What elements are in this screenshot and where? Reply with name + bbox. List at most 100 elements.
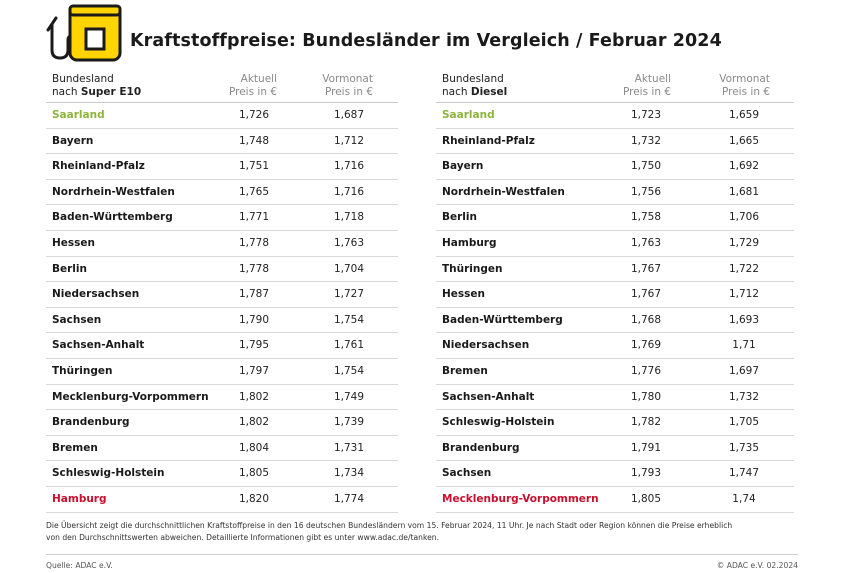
- previous-price: 1,732: [728, 390, 760, 403]
- state-name: Mecklenburg-Vorpommern: [442, 492, 599, 505]
- table-row: Brandenburg 1,791 1,735: [436, 436, 794, 462]
- table-header: Bundesland nach Super E10 Aktuell Preis i…: [46, 72, 398, 103]
- current-price: 1,778: [238, 262, 270, 275]
- current-price: 1,767: [630, 288, 662, 301]
- state-name: Sachsen: [442, 467, 492, 480]
- state-name: Sachsen: [52, 313, 102, 326]
- previous-price: 1,687: [333, 109, 365, 121]
- state-name: Bayern: [52, 134, 94, 147]
- state-name: Bayern: [442, 160, 484, 173]
- previous-price: 1,71: [732, 339, 756, 352]
- state-name: Rheinland-Pfalz: [52, 160, 145, 173]
- column-header-previous: Vormonat Preis in €: [322, 73, 373, 98]
- previous-price: 1,704: [333, 262, 365, 275]
- table-row: Baden-Württemberg 1,771 1,718: [46, 205, 398, 231]
- state-name: Saarland: [52, 109, 105, 121]
- table-row: Nordrhein-Westfalen 1,765 1,716: [46, 180, 398, 206]
- table-row: Hamburg 1,763 1,729: [436, 231, 794, 257]
- current-price: 1,756: [630, 185, 662, 198]
- table-row: Niedersachsen 1,769 1,71: [436, 333, 794, 359]
- table-row: Berlin 1,778 1,704: [46, 257, 398, 283]
- current-price: 1,795: [238, 339, 270, 352]
- table-row: Mecklenburg-Vorpommern 1,802 1,749: [46, 385, 398, 411]
- column-header-previous: Vormonat Preis in €: [719, 73, 770, 98]
- column-header-current: Aktuell Preis in €: [622, 73, 671, 98]
- table-row: Baden-Württemberg 1,768 1,693: [436, 308, 794, 334]
- table-row: Sachsen 1,793 1,747: [436, 461, 794, 487]
- table-row: Nordrhein-Westfalen 1,756 1,681: [436, 180, 794, 206]
- table-row: Niedersachsen 1,787 1,727: [46, 282, 398, 308]
- table-row: Sachsen 1,790 1,754: [46, 308, 398, 334]
- current-price: 1,804: [238, 441, 270, 454]
- state-name: Niedersachsen: [52, 288, 140, 301]
- current-price: 1,802: [238, 416, 270, 429]
- state-name: Nordrhein-Westfalen: [52, 185, 175, 198]
- table-row: Hamburg 1,820 1,774: [46, 487, 398, 513]
- previous-price: 1,705: [728, 416, 760, 429]
- state-name: Brandenburg: [442, 441, 520, 454]
- previous-price: 1,729: [728, 236, 760, 249]
- table-row: Hessen 1,778 1,763: [46, 231, 398, 257]
- table-row: Hessen 1,767 1,712: [436, 282, 794, 308]
- previous-price: 1,747: [728, 467, 760, 480]
- state-name: Hessen: [52, 236, 96, 249]
- current-price: 1,790: [238, 313, 270, 326]
- previous-price: 1,712: [728, 288, 760, 301]
- page-title: Kraftstoffpreise: Bundesländer im Vergle…: [130, 31, 722, 51]
- previous-price: 1,774: [333, 492, 365, 505]
- current-price: 1,769: [630, 339, 662, 352]
- state-name: Hamburg: [52, 492, 107, 505]
- table-row: Rheinland-Pfalz 1,732 1,665: [436, 129, 794, 155]
- current-price: 1,820: [238, 492, 270, 505]
- state-name: Bremen: [52, 441, 98, 454]
- current-price: 1,748: [238, 134, 270, 147]
- column-header-bundesland: Bundesland nach Diesel: [442, 73, 508, 98]
- current-price: 1,768: [630, 313, 662, 326]
- current-price: 1,763: [630, 236, 662, 249]
- table-row: Thüringen 1,797 1,754: [46, 359, 398, 385]
- previous-price: 1,763: [333, 236, 365, 249]
- state-name: Baden-Württemberg: [442, 313, 563, 326]
- table-super-e10: Bundesland nach Super E10 Aktuell Preis i…: [46, 72, 398, 513]
- table-row: Bremen 1,804 1,731: [46, 436, 398, 462]
- table-row: Saarland 1,726 1,687: [46, 103, 398, 129]
- state-name: Saarland: [442, 109, 495, 121]
- divider: [46, 554, 798, 555]
- current-price: 1,793: [630, 467, 662, 480]
- previous-price: 1,727: [333, 288, 365, 301]
- table-row: Thüringen 1,767 1,722: [436, 257, 794, 283]
- copyright-label: © ADAC e.V. 02.2024: [716, 561, 798, 570]
- current-price: 1,778: [238, 236, 270, 249]
- previous-price: 1,693: [728, 313, 760, 326]
- previous-price: 1,735: [728, 441, 760, 454]
- table-row: Schleswig-Holstein 1,805 1,734: [46, 461, 398, 487]
- previous-price: 1,692: [728, 160, 760, 173]
- state-name: Mecklenburg-Vorpommern: [52, 390, 209, 403]
- source-label: Quelle: ADAC e.V.: [46, 561, 113, 570]
- previous-price: 1,716: [333, 185, 365, 198]
- state-name: Schleswig-Holstein: [442, 416, 555, 429]
- current-price: 1,751: [238, 160, 270, 173]
- table-row: Sachsen-Anhalt 1,780 1,732: [436, 385, 794, 411]
- state-name: Thüringen: [52, 364, 113, 377]
- state-name: Thüringen: [442, 262, 503, 275]
- current-price: 1,787: [238, 288, 270, 301]
- table-row: Bayern 1,748 1,712: [46, 129, 398, 155]
- current-price: 1,805: [630, 492, 662, 505]
- state-name: Niedersachsen: [442, 339, 530, 352]
- table-body: Saarland 1,723 1,659 Rheinland-Pfalz 1,732 1,…: [436, 103, 794, 513]
- state-name: Rheinland-Pfalz: [442, 134, 535, 147]
- current-price: 1,726: [238, 109, 270, 121]
- current-price: 1,780: [630, 390, 662, 403]
- current-price: 1,765: [238, 185, 270, 198]
- state-name: Hessen: [442, 288, 486, 301]
- table-body: Saarland 1,726 1,687 Bayern 1,748 1,712 Rheinl…: [46, 103, 398, 513]
- state-name: Brandenburg: [52, 416, 130, 429]
- previous-price: 1,739: [333, 416, 365, 429]
- current-price: 1,797: [238, 364, 270, 377]
- state-name: Nordrhein-Westfalen: [442, 185, 565, 198]
- table-row: Brandenburg 1,802 1,739: [46, 410, 398, 436]
- current-price: 1,771: [238, 211, 270, 224]
- fuel-pump-icon: [46, 4, 122, 62]
- current-price: 1,802: [238, 390, 270, 403]
